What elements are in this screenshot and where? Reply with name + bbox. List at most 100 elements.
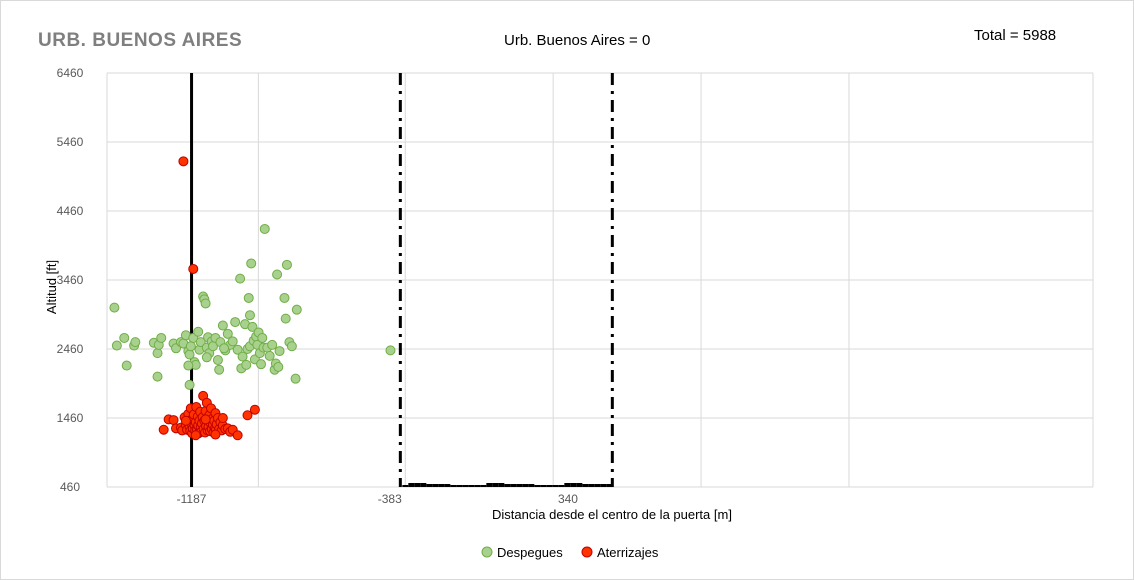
bottom-bar [450,485,457,487]
y-tick-label: 5460 [57,135,84,149]
point-despegues [256,359,267,370]
point-despegues [184,379,195,390]
point-aterrizajes [168,415,179,426]
point-despegues [193,326,204,337]
point-aterrizajes [180,415,191,426]
bottom-bar [438,484,445,487]
point-aterrizajes [178,156,189,167]
point-despegues [121,360,132,371]
x-tick-label: 340 [558,492,578,506]
point-despegues [247,321,258,332]
bottom-bar [444,484,451,487]
bottom-bar [540,485,547,487]
point-despegues [291,304,302,315]
point-despegues [109,302,120,313]
bottom-bar [528,484,535,487]
total-label: Total = 5988 [974,27,1057,44]
x-tick-label: -1187 [177,492,207,506]
bottom-bar [462,485,469,487]
bottom-bar [492,483,499,487]
bottom-bar [426,484,433,487]
bottom-bar [588,484,595,487]
bottom-bar [522,484,529,487]
bottom-bar [552,485,559,487]
data-points [109,156,396,441]
point-despegues [219,343,230,354]
x-axis-label: Distancia desde el centro de la puerta [… [492,507,732,522]
bottom-bar [570,483,577,487]
point-despegues [152,348,163,359]
point-despegues [385,345,396,356]
point-despegues [279,292,290,303]
point-aterrizajes [217,413,228,423]
point-despegues [280,313,291,324]
point-despegues [152,371,163,382]
bottom-bar [600,484,607,487]
bottom-bar [576,483,583,487]
bottom-bar [564,483,571,487]
point-despegues [272,269,283,280]
chart-title: URB. BUENOS AIRES [38,30,243,51]
point-aterrizajes [188,263,199,274]
point-despegues [230,317,241,328]
y-tick-label: 2460 [57,342,84,356]
gridlines [106,72,1094,488]
legend-marker [481,546,493,558]
point-despegues [232,344,243,355]
y-axis-label: Altitud [ft] [44,260,59,314]
bottom-bar [468,485,475,487]
point-despegues [259,223,270,234]
bottom-bar [402,485,409,487]
bottom-bar [504,484,511,487]
bottom-bar [432,484,439,487]
point-despegues [273,361,284,372]
point-despegues [246,258,257,269]
x-tick-label: -383 [378,492,402,506]
bottom-bar [510,484,517,487]
point-despegues [267,339,278,350]
bottom-bar [558,485,565,487]
point-despegues [243,292,254,303]
point-despegues [281,259,292,270]
bottom-bar [456,485,463,487]
point-aterrizajes [158,424,169,435]
bottom-bar [408,483,415,487]
point-despegues [119,332,130,343]
legend-label: Aterrizajes [597,545,659,560]
bottom-bar [516,484,523,487]
point-despegues [237,351,248,362]
point-despegues [217,320,228,331]
point-aterrizajes [200,414,211,425]
y-tick-label: 6460 [57,66,84,80]
point-aterrizajes [232,430,243,441]
point-despegues [286,341,297,352]
point-despegues [274,346,285,357]
point-despegues [130,337,141,348]
point-despegues [235,273,246,284]
legend-marker [581,546,593,558]
point-despegues [185,341,196,352]
point-despegues [264,350,275,361]
point-despegues [183,360,194,371]
bottom-bar [414,483,421,487]
bottom-bar [534,485,541,487]
point-aterrizajes [190,430,201,441]
point-aterrizajes [242,410,253,421]
point-despegues [257,332,268,343]
bottom-bar [486,483,493,487]
bottom-bar [474,485,481,487]
point-despegues [156,332,167,343]
y-tick-label: 3460 [57,273,84,287]
point-despegues [244,310,255,321]
axis-ticks: 460 1460 2460 3460 4460 5460 6460 -1187 -383 340 [57,66,579,506]
bottom-bar [606,484,613,487]
y-tick-label: 460 [60,480,80,494]
point-aterrizajes [249,404,260,415]
bottom-bar [420,483,427,487]
point-despegues [195,337,206,348]
bottom-bar [480,485,487,487]
y-tick-label: 4460 [57,204,84,218]
point-despegues [214,364,225,375]
bottom-bar [582,484,589,487]
point-despegues [241,359,252,370]
